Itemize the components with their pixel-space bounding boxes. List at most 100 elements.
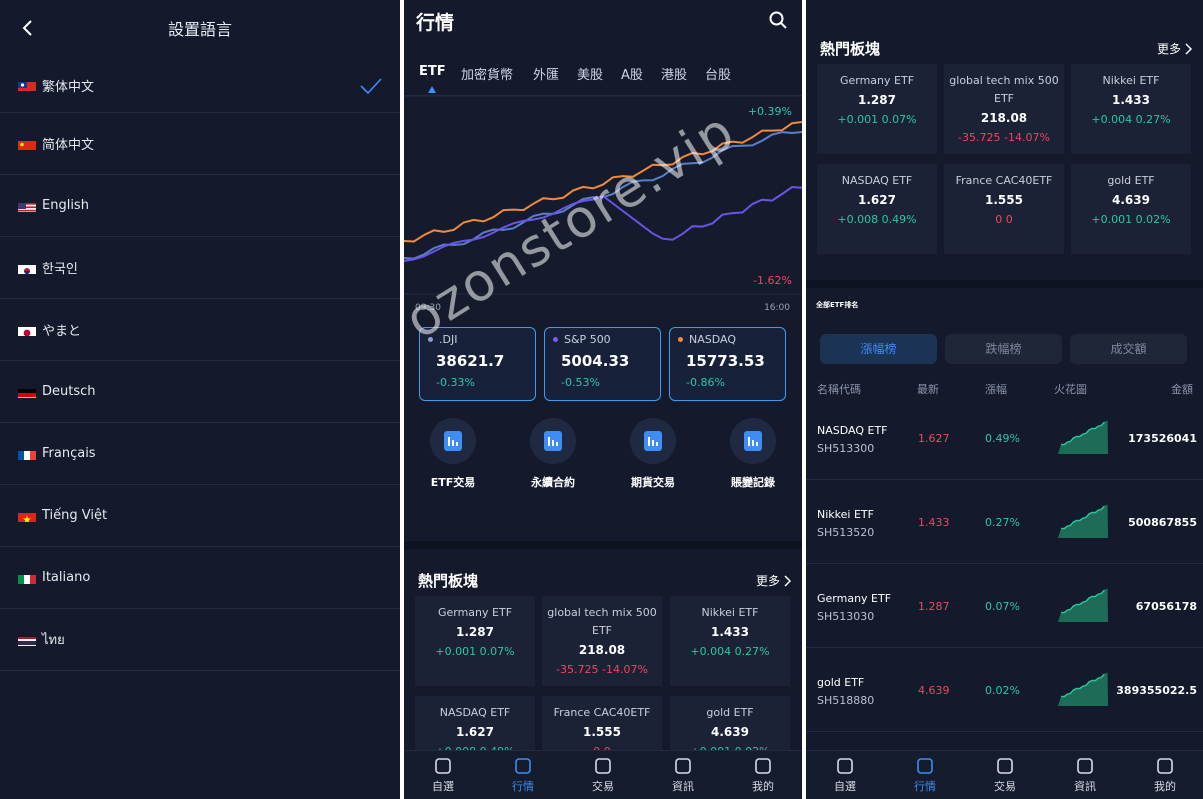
language-row[interactable]: やまと <box>0 299 400 361</box>
nav-4[interactable]: 我的 <box>738 757 788 794</box>
sector-change-value: +0.001 <box>435 645 477 658</box>
sector-price: 1.627 <box>456 725 494 739</box>
nav-1[interactable]: 行情 <box>498 757 548 794</box>
more-link[interactable]: 更多 <box>756 572 794 589</box>
nav-2[interactable]: 交易 <box>980 757 1030 794</box>
hot-sector-tile[interactable]: Germany ETF 1.287 +0.001 0.07% <box>817 64 937 154</box>
language-label: 한국인 <box>42 262 78 277</box>
quick-actions: ETF交易 永續合約 期貨交易 賬變記錄 <box>404 418 802 498</box>
column-header: 漲幅 <box>985 383 1007 396</box>
sector-price: 218.08 <box>578 643 626 657</box>
nav-1[interactable]: 行情 <box>900 757 950 794</box>
more-link[interactable]: 更多 <box>1157 40 1195 57</box>
sector-name: global tech mix 500 ETF <box>547 606 657 637</box>
language-label: Deutsch <box>42 384 96 399</box>
nav-0[interactable]: 自選 <box>418 757 468 794</box>
sector-change-value: -35.725 <box>958 131 1001 144</box>
language-row[interactable]: 简体中文 <box>0 113 400 175</box>
sector-price: 1.627 <box>858 193 896 207</box>
hot-sector-tile[interactable]: global tech mix 500 ETF 218.08 -35.725 -14… <box>944 64 1064 154</box>
section-divider <box>404 541 802 549</box>
tab-5[interactable]: 港股 <box>661 68 688 83</box>
ranking-row[interactable]: NASDAQ ETF SH513300 1.627 0.49% 173526041 <box>806 396 1203 480</box>
quick-action[interactable]: 期貨交易 <box>613 418 693 490</box>
hot-sector-tile[interactable]: Nikkei ETF 1.433 +0.004 0.27% <box>1071 64 1191 154</box>
header: 設置語言 <box>0 0 400 58</box>
tab-2[interactable]: 外匯 <box>533 68 560 83</box>
hot-sector-tile[interactable]: Nikkei ETF 1.433 +0.004 0.27% <box>670 596 790 686</box>
language-label: Français <box>42 446 96 461</box>
index-card[interactable]: NASDAQ 15773.53 -0.86% <box>669 327 786 401</box>
quick-action[interactable]: 永續合約 <box>513 418 593 490</box>
market-tabs: ETF 加密貨幣 外匯 美股 A股 港股 台股 <box>404 64 802 96</box>
sector-change-pct: 0.49% <box>881 213 917 226</box>
tab-3[interactable]: 美股 <box>577 68 604 83</box>
checkmark-icon <box>360 78 382 95</box>
language-row[interactable]: Italiano <box>0 547 400 609</box>
smile-icon <box>836 757 854 775</box>
section-divider <box>806 280 1203 288</box>
quick-action-label: 期貨交易 <box>631 476 675 489</box>
index-card[interactable]: .DJI 38621.7 -0.33% <box>419 327 536 401</box>
quick-action[interactable]: ETF交易 <box>413 418 493 490</box>
nav-0[interactable]: 自選 <box>820 757 870 794</box>
language-row[interactable]: English <box>0 175 400 237</box>
nav-3[interactable]: 資訊 <box>658 757 708 794</box>
column-header: 火花圖 <box>1054 383 1087 396</box>
language-row[interactable]: Tiếng Việt <box>0 485 400 547</box>
column-header: 金額 <box>1171 383 1193 396</box>
row-code: SH518880 <box>817 694 875 707</box>
language-screen: 設置語言 繁体中文 简体中文 English 한국인 やまと Deutsch Françai… <box>0 0 400 799</box>
index-change: -0.86% <box>686 376 725 389</box>
tab-0[interactable]: ETF <box>419 64 446 79</box>
sector-name: global tech mix 500 ETF <box>949 74 1059 105</box>
index-dot <box>553 337 558 342</box>
sector-name: Germany ETF <box>839 74 915 87</box>
search-icon[interactable] <box>768 10 788 30</box>
index-name: NASDAQ <box>678 333 777 346</box>
hot-sector-tile[interactable]: France CAC40ETF 1.555 0 0 <box>944 164 1064 254</box>
nav-4[interactable]: 我的 <box>1140 757 1190 794</box>
hot-sector-tile[interactable]: gold ETF 4.639 +0.001 0.02% <box>1071 164 1191 254</box>
nav-label: 我的 <box>752 780 774 793</box>
ranking-row[interactable]: Germany ETF SH513030 1.287 0.07% 67056178 <box>806 564 1203 648</box>
sector-change: -35.725 -14.07% <box>944 131 1064 144</box>
quick-action-label: 賬變記錄 <box>731 476 775 489</box>
row-amount: 389355022.5 <box>1116 684 1197 697</box>
language-row[interactable]: 한국인 <box>0 237 400 299</box>
hot-sector-tile[interactable]: Germany ETF 1.287 +0.001 0.07% <box>415 596 535 686</box>
quick-action[interactable]: 賬變記錄 <box>713 418 793 490</box>
news-icon <box>674 757 692 775</box>
sector-change: +0.004 0.27% <box>1071 113 1191 126</box>
index-value: 15773.53 <box>686 352 765 370</box>
segment-1[interactable]: 跌幅榜 <box>945 334 1062 364</box>
top-divider <box>806 0 1203 14</box>
tab-6[interactable]: 台股 <box>705 68 732 83</box>
hot-sector-tile[interactable]: global tech mix 500 ETF 218.08 -35.725 -14… <box>542 596 662 686</box>
row-price: 1.627 <box>918 432 950 445</box>
language-row[interactable]: Français <box>0 423 400 485</box>
sector-change: 0 0 <box>944 213 1064 226</box>
language-row[interactable]: Deutsch <box>0 361 400 423</box>
index-card[interactable]: S&P 500 5004.33 -0.53% <box>544 327 661 401</box>
hot-sectors-header: 熱門板塊 更多 <box>404 564 802 594</box>
segment-2[interactable]: 成交額 <box>1070 334 1187 364</box>
perpetual-contract-icon <box>530 418 576 464</box>
nav-3[interactable]: 資訊 <box>1060 757 1110 794</box>
hot-sector-tile[interactable]: NASDAQ ETF 1.627 +0.008 0.49% <box>817 164 937 254</box>
row-code: SH513030 <box>817 610 875 623</box>
tab-1[interactable]: 加密貨幣 <box>461 68 514 83</box>
back-arrow-icon[interactable] <box>18 18 38 38</box>
heart-trade-icon <box>594 757 612 775</box>
ranking-row[interactable]: gold ETF SH518880 4.639 0.02% 389355022.5 <box>806 648 1203 732</box>
language-row[interactable]: ไทย <box>0 609 400 671</box>
index-change: -0.53% <box>561 376 600 389</box>
tab-4[interactable]: A股 <box>621 68 643 83</box>
nav-2[interactable]: 交易 <box>578 757 628 794</box>
language-row[interactable]: 繁体中文 <box>0 58 400 113</box>
sector-change: -35.725 -14.07% <box>542 663 662 676</box>
nav-label: 自選 <box>432 780 454 793</box>
ranking-row[interactable]: Nikkei ETF SH513520 1.433 0.27% 500867855 <box>806 480 1203 564</box>
sector-name: Nikkei ETF <box>1102 74 1160 87</box>
segment-0[interactable]: 漲幅榜 <box>820 334 937 364</box>
